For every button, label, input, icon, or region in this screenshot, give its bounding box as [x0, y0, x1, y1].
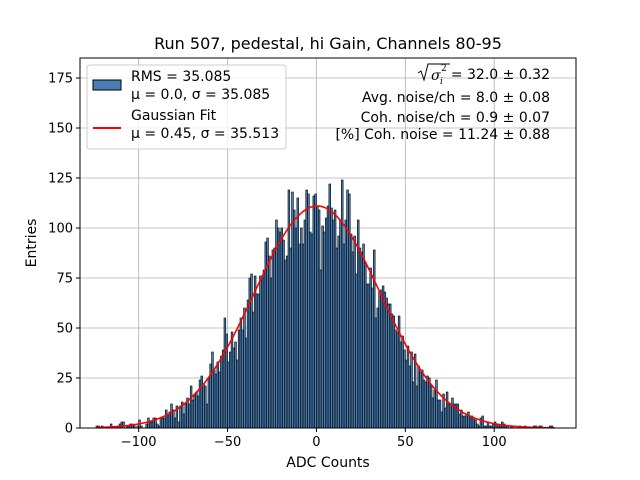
x-tick-label: 0: [312, 435, 320, 450]
y-tick-label: 175: [48, 72, 73, 87]
gaussian-fit-line: [95, 205, 555, 429]
y-tick-label: 50: [56, 322, 73, 337]
plot-frame: [79, 57, 577, 429]
x-tick-label: 100: [482, 435, 507, 450]
coherent-sigma-symbol: σ 2 i: [417, 63, 450, 87]
stat-line-4: [%] Coh. noise = 11.24 ± 0.88: [335, 127, 550, 143]
y-tick-label: 25: [56, 372, 73, 387]
x-tick-label: −100: [121, 435, 157, 450]
y-tick-label: 0: [65, 422, 73, 437]
y-tick-label: 75: [56, 272, 73, 287]
y-axis-label: Entries: [24, 219, 40, 268]
y-tick-label: 125: [48, 172, 73, 187]
histogram-bar: [122, 421, 125, 429]
sigma-symbol: σ: [431, 68, 441, 84]
x-tick-label: −50: [214, 435, 241, 450]
legend-histogram-label-line1: RMS = 35.085: [131, 69, 231, 85]
sigma-subscript: i: [440, 77, 443, 87]
y-axis-ticks: 0 25 50 75 100 125 150 175: [48, 72, 80, 437]
y-tick-label: 100: [48, 222, 73, 237]
stat-line-3: Coh. noise/ch = 0.9 ± 0.07: [361, 110, 550, 126]
legend-box: [86, 64, 287, 150]
stat-line-2: Avg. noise/ch = 8.0 ± 0.08: [362, 90, 550, 106]
legend-fit-label-line2: μ = 0.45, σ = 35.513: [131, 126, 279, 142]
histogram-bars: [95, 179, 554, 429]
legend-fit-label-line1: Gaussian Fit: [131, 108, 217, 124]
legend: RMS = 35.085 μ = 0.0, σ = 35.085 Gaussia…: [86, 64, 287, 150]
stats-annotations: σ 2 i = 32.0 ± 0.32 Avg. noise/ch = 8.0 …: [335, 63, 550, 143]
stat-line-1: = 32.0 ± 0.32: [451, 67, 550, 83]
y-tick-label: 150: [48, 122, 73, 137]
x-axis-ticks: −100 −50 0 50 100: [121, 428, 507, 450]
legend-histogram-label-line2: μ = 0.0, σ = 35.085: [131, 87, 270, 103]
x-axis-label: ADC Counts: [286, 455, 369, 471]
sigma-superscript: 2: [441, 64, 447, 74]
sqrt-symbol: [417, 63, 450, 82]
chart-title: Run 507, pedestal, hi Gain, Channels 80-…: [154, 34, 502, 53]
legend-histogram-swatch: [92, 79, 122, 91]
x-tick-label: 50: [397, 435, 414, 450]
